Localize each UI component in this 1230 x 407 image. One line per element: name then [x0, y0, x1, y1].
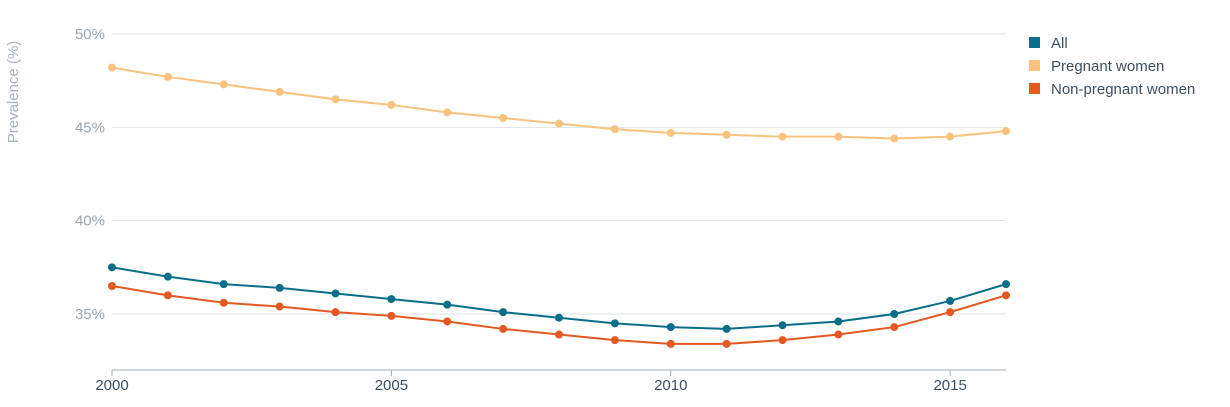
x-tick-label: 2010 [654, 377, 687, 394]
data-point[interactable] [778, 132, 787, 141]
data-point[interactable] [722, 324, 731, 333]
legend-item[interactable]: All [1029, 35, 1068, 52]
data-point[interactable] [834, 132, 843, 141]
data-point[interactable] [275, 302, 284, 311]
legend-label: Pregnant women [1051, 58, 1164, 75]
data-point[interactable] [275, 283, 284, 292]
x-tick-label: 2000 [95, 377, 128, 394]
data-point[interactable] [610, 125, 619, 134]
y-tick-label: 50% [75, 26, 105, 43]
series-pregnant-women [108, 63, 1010, 143]
x-tick-label: 2005 [375, 377, 408, 394]
data-point[interactable] [890, 310, 899, 318]
x-axis-ticks: 2000 2005 2010 2015 [95, 369, 1006, 394]
data-point[interactable] [555, 313, 563, 322]
data-point[interactable] [1002, 127, 1010, 136]
data-point[interactable] [443, 108, 452, 117]
data-point[interactable] [108, 282, 116, 290]
legend-label: Non-pregnant women [1051, 81, 1195, 98]
y-axis-ticks: 35% 40% 45% 50% [75, 26, 105, 323]
legend-item[interactable]: Pregnant women [1029, 58, 1164, 75]
data-point[interactable] [946, 308, 955, 317]
data-point[interactable] [666, 128, 675, 137]
y-tick-label: 45% [75, 119, 105, 136]
series-line [111, 66, 1007, 140]
data-point[interactable] [108, 63, 116, 72]
legend-swatch [1029, 60, 1040, 71]
data-point[interactable] [219, 80, 228, 89]
data-point[interactable] [1002, 280, 1010, 289]
grid-lines [112, 33, 1006, 315]
data-point[interactable] [108, 263, 116, 272]
data-point[interactable] [499, 308, 508, 317]
data-point[interactable] [443, 317, 452, 326]
y-tick-label: 40% [75, 213, 105, 230]
data-point[interactable] [946, 132, 955, 141]
data-point[interactable] [722, 130, 731, 139]
series-all [108, 263, 1010, 333]
legend-swatch [1029, 83, 1040, 94]
data-point[interactable] [331, 95, 340, 104]
legend: All Pregnant women Non-pregnant women [1029, 35, 1195, 98]
data-point[interactable] [331, 289, 340, 298]
data-point[interactable] [555, 330, 563, 339]
data-point[interactable] [387, 311, 396, 320]
data-point[interactable] [890, 134, 899, 143]
y-tick-label: 35% [75, 306, 105, 323]
data-point[interactable] [443, 300, 452, 309]
data-point[interactable] [778, 336, 787, 345]
legend-label: All [1051, 35, 1068, 52]
data-point[interactable] [666, 323, 675, 332]
series-layer [108, 63, 1010, 348]
data-point[interactable] [163, 72, 172, 81]
data-point[interactable] [387, 100, 396, 109]
data-point[interactable] [499, 324, 508, 333]
data-point[interactable] [666, 339, 675, 348]
y-axis-label: Prevalence (%) [5, 41, 22, 144]
data-point[interactable] [834, 317, 843, 326]
data-point[interactable] [331, 308, 340, 317]
data-point[interactable] [499, 114, 508, 122]
data-point[interactable] [610, 319, 619, 328]
legend-swatch [1029, 37, 1040, 48]
data-point[interactable] [219, 298, 228, 307]
x-tick-label: 2015 [933, 377, 966, 394]
data-point[interactable] [778, 321, 787, 330]
data-point[interactable] [163, 272, 172, 281]
data-point[interactable] [555, 119, 563, 128]
data-point[interactable] [387, 295, 396, 304]
data-point[interactable] [946, 296, 955, 305]
data-point[interactable] [834, 330, 843, 339]
data-point[interactable] [219, 280, 228, 289]
data-point[interactable] [610, 336, 619, 345]
data-point[interactable] [890, 323, 899, 332]
data-point[interactable] [275, 87, 284, 96]
series-non-pregnant-women [108, 282, 1010, 348]
legend-item[interactable]: Non-pregnant women [1029, 81, 1195, 98]
data-point[interactable] [163, 291, 172, 300]
data-point[interactable] [722, 339, 731, 348]
data-point[interactable] [1002, 291, 1010, 300]
